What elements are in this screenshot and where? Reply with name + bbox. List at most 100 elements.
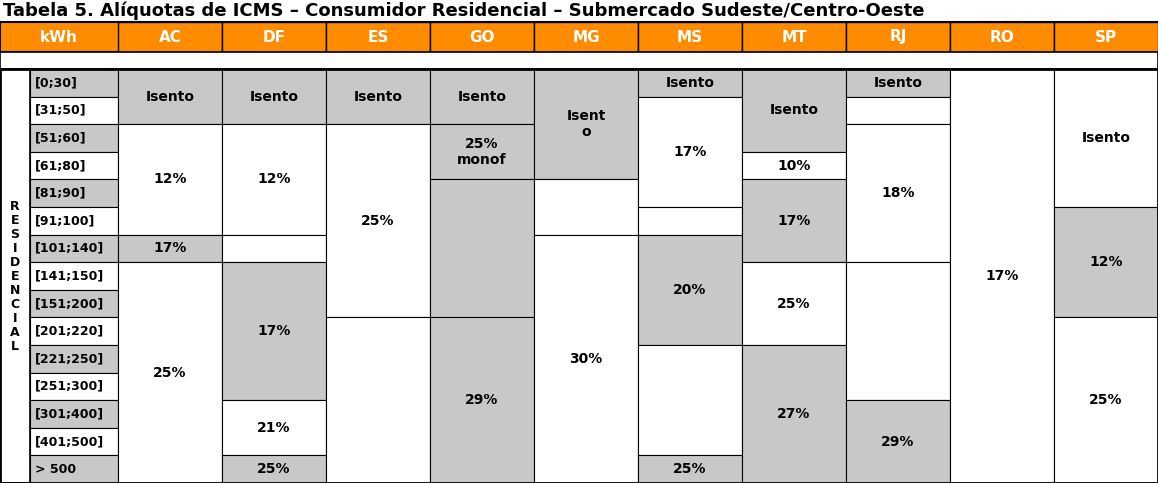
Text: [101;140]: [101;140] — [35, 242, 104, 255]
Bar — [742, 345, 846, 483]
Bar — [742, 179, 846, 262]
Text: [201;220]: [201;220] — [35, 325, 104, 338]
Text: 25%: 25% — [777, 297, 811, 311]
Text: AC: AC — [159, 29, 182, 44]
Text: 12%: 12% — [1090, 255, 1123, 269]
Text: [141;150]: [141;150] — [35, 270, 104, 283]
Bar — [30, 262, 118, 290]
Text: 25%: 25% — [257, 462, 291, 476]
Bar — [534, 235, 638, 483]
Text: [61;80]: [61;80] — [35, 159, 87, 172]
Bar — [30, 455, 118, 483]
Bar — [0, 0, 1158, 22]
Text: 10%: 10% — [777, 158, 811, 172]
Bar — [950, 22, 1054, 52]
Text: 29%: 29% — [466, 393, 499, 407]
Text: 17%: 17% — [153, 242, 186, 256]
Bar — [0, 22, 1158, 52]
Bar — [118, 69, 222, 124]
Bar — [30, 179, 118, 207]
Text: [221;250]: [221;250] — [35, 352, 104, 365]
Bar — [638, 97, 742, 207]
Text: MS: MS — [677, 29, 703, 44]
Bar — [430, 124, 534, 179]
Bar — [742, 152, 846, 179]
Text: 25%: 25% — [1090, 393, 1123, 407]
Text: [31;50]: [31;50] — [35, 104, 87, 117]
Bar — [30, 207, 118, 235]
Text: R
E
S
I
D
E
N
C
I
A
L: R E S I D E N C I A L — [9, 199, 20, 353]
Bar — [118, 235, 222, 262]
Bar — [30, 235, 118, 262]
Text: kWh: kWh — [41, 29, 78, 44]
Text: Isento: Isento — [1082, 131, 1130, 145]
Bar — [846, 97, 950, 124]
Bar — [534, 69, 638, 179]
Bar — [742, 69, 846, 152]
Text: 18%: 18% — [881, 186, 915, 200]
Text: [301;400]: [301;400] — [35, 408, 104, 421]
Text: ES: ES — [367, 29, 389, 44]
Text: [51;60]: [51;60] — [35, 131, 87, 144]
Text: Tabela 5. Alíquotas de ICMS – Consumidor Residencial – Submercado Sudeste/Centro: Tabela 5. Alíquotas de ICMS – Consumidor… — [3, 2, 924, 20]
Bar — [638, 22, 742, 52]
Bar — [327, 124, 430, 317]
Text: 12%: 12% — [257, 172, 291, 186]
Bar — [30, 428, 118, 455]
Bar — [30, 317, 118, 345]
Text: Isento: Isento — [353, 90, 403, 103]
Text: [0;30]: [0;30] — [35, 76, 78, 89]
Text: 29%: 29% — [881, 435, 915, 449]
Bar — [30, 372, 118, 400]
Text: Isento: Isento — [770, 103, 819, 117]
Text: 17%: 17% — [257, 324, 291, 338]
Text: 21%: 21% — [257, 421, 291, 435]
Bar — [1054, 69, 1158, 207]
Bar — [30, 400, 118, 428]
Bar — [1054, 22, 1158, 52]
Bar — [0, 69, 1158, 483]
Bar — [638, 235, 742, 345]
Text: RO: RO — [990, 29, 1014, 44]
Bar — [30, 69, 118, 97]
Text: Isent
o: Isent o — [566, 109, 606, 139]
Bar — [327, 69, 430, 124]
Bar — [534, 22, 638, 52]
Text: Isento: Isento — [457, 90, 506, 103]
Text: RJ: RJ — [889, 29, 907, 44]
Text: Isento: Isento — [249, 90, 299, 103]
Bar — [638, 69, 742, 97]
Bar — [0, 52, 1158, 69]
Bar — [222, 22, 327, 52]
Bar — [30, 290, 118, 317]
Text: MT: MT — [782, 29, 807, 44]
Text: SP: SP — [1095, 29, 1117, 44]
Text: [151;200]: [151;200] — [35, 297, 104, 310]
Bar — [222, 400, 327, 455]
Bar — [846, 22, 950, 52]
Text: [401;500]: [401;500] — [35, 435, 104, 448]
Bar — [327, 22, 430, 52]
Bar — [30, 152, 118, 179]
Bar — [118, 22, 222, 52]
Bar — [222, 235, 327, 262]
Text: 27%: 27% — [777, 407, 811, 421]
Text: 20%: 20% — [673, 283, 706, 297]
Text: [91;100]: [91;100] — [35, 214, 95, 227]
Bar — [118, 262, 222, 483]
Text: 17%: 17% — [985, 269, 1019, 283]
Bar — [327, 317, 430, 483]
Text: GO: GO — [469, 29, 494, 44]
Text: Isento: Isento — [146, 90, 195, 103]
Bar — [534, 179, 638, 235]
Text: 25%: 25% — [153, 366, 186, 380]
Bar — [30, 97, 118, 124]
Text: 25%: 25% — [673, 462, 706, 476]
Text: 30%: 30% — [570, 352, 602, 366]
Text: 17%: 17% — [673, 145, 706, 159]
Text: Isento: Isento — [873, 76, 923, 90]
Bar — [222, 455, 327, 483]
Bar — [118, 124, 222, 235]
Bar — [950, 69, 1054, 483]
Text: > 500: > 500 — [35, 463, 76, 476]
